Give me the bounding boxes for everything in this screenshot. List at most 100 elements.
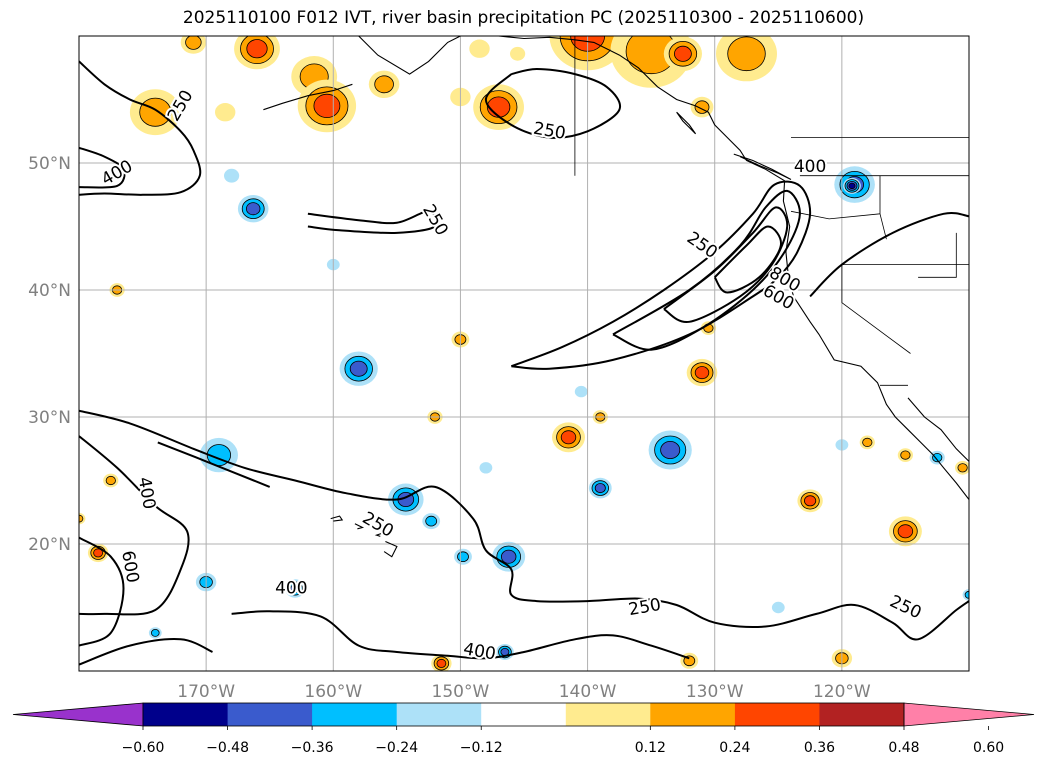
precip-patch: [290, 584, 301, 594]
ivt-contour-800: [713, 225, 782, 294]
precip-patch: [313, 93, 341, 119]
map-background: [79, 36, 969, 671]
colorbar-label: 0.60: [973, 740, 1004, 756]
colorbar-segment: [143, 703, 229, 726]
coastline: [498, 36, 969, 500]
precip-patch: [848, 182, 856, 190]
precip-patch: [215, 103, 236, 122]
lat-tick-label: 50°N: [28, 154, 71, 174]
coastline: [907, 397, 969, 462]
lon-tick-label: 120°W: [813, 682, 871, 702]
ivt-contour-400: [79, 435, 190, 616]
colorbar-label: 0.12: [635, 740, 666, 756]
axis-tick-labels: 170°W 160°W 150°W 140°W 130°W 120°W 20°N 30°N 40…: [28, 154, 871, 702]
precip-patch: [185, 36, 202, 50]
lon-tick-label: 160°W: [304, 682, 362, 702]
colorbar-segment: [565, 703, 651, 726]
ivt-contour-250: [157, 441, 271, 488]
precip-patch: [674, 45, 692, 62]
precip-patch: [349, 360, 368, 377]
border-line: [918, 232, 957, 278]
coastline: [354, 523, 365, 530]
colorbar-segment: [396, 703, 482, 726]
colorbar-label: −0.60: [122, 740, 165, 756]
colorbar-frame: [142, 702, 905, 727]
colorbar-label: 0.48: [888, 740, 919, 756]
precip-patch: [79, 514, 84, 523]
coastline: [733, 153, 792, 180]
precip-patch: [105, 475, 116, 486]
colorbar-label: −0.48: [206, 740, 249, 756]
coastline: [358, 36, 461, 75]
colorbar-segment: [481, 703, 567, 726]
precip-patch: [509, 46, 526, 61]
precip-patch: [900, 450, 911, 460]
precip-patch: [245, 202, 261, 216]
lon-tick-label: 140°W: [559, 682, 617, 702]
precip-patch: [957, 463, 968, 473]
map-title: 2025110100 F012 IVT, river basin precipi…: [182, 8, 865, 28]
gridlines: [79, 36, 969, 671]
ivt-contour-600: [79, 536, 125, 647]
precip-patch: [224, 168, 240, 183]
contour-label: 400: [794, 157, 826, 177]
ivt-contour-400: [231, 610, 690, 660]
precip-patch: [694, 366, 710, 380]
colorbar-extend-low: [12, 702, 144, 727]
lon-tick-label: 170°W: [177, 682, 235, 702]
political-borders: [574, 36, 969, 386]
lat-tick-label: 20°N: [28, 535, 71, 555]
colorbar-segment: [650, 703, 736, 726]
ivt-contour-400: [79, 638, 213, 666]
precip-patch: [246, 39, 268, 59]
colorbar-segment: [227, 703, 313, 726]
precip-patch: [862, 437, 873, 447]
precip-patch: [436, 658, 447, 668]
colorbar-label: 0.36: [804, 740, 835, 756]
coastline: [676, 111, 697, 135]
colorbar-label: −0.12: [460, 740, 503, 756]
precip-patch: [151, 629, 160, 637]
precip-patch: [574, 385, 588, 398]
colorbar-segment: [734, 703, 820, 726]
precip-patch: [479, 462, 493, 474]
contour-label: 400: [275, 578, 307, 598]
precip-patch: [803, 495, 817, 507]
precip-patch: [93, 548, 103, 558]
border-line: [841, 264, 911, 354]
colorbar-label: −0.24: [375, 740, 418, 756]
precip-patch: [897, 524, 914, 539]
precip-patch: [425, 515, 438, 527]
colorbar-extend-high: [903, 702, 1035, 727]
ivt-contour-250: [809, 211, 969, 298]
colorbar-segment: [819, 703, 905, 726]
precip-patch: [560, 430, 577, 445]
precip-patch: [727, 36, 766, 72]
precip-patch: [469, 39, 490, 58]
lon-tick-label: 150°W: [432, 682, 490, 702]
ivt-contour-600: [663, 206, 789, 323]
lon-tick-label: 130°W: [686, 682, 744, 702]
ivt-contour-250: [79, 60, 202, 196]
map-frame: [78, 35, 970, 672]
precip-patch: [660, 440, 681, 459]
colorbar-label: 0.24: [719, 740, 750, 756]
colorbar: −0.60 −0.48 −0.36 −0.24 −0.12 0.12 0.24 0.36 0.4…: [12, 702, 1035, 756]
ivt-contour-250: [307, 210, 439, 235]
coastline: [330, 515, 344, 522]
precip-patch: [374, 75, 394, 94]
ivt-contour-250: [484, 67, 622, 139]
coastline: [374, 532, 385, 537]
lat-tick-label: 40°N: [28, 281, 71, 301]
precip-patch: [486, 96, 511, 118]
ivt-contours: [79, 60, 969, 666]
colorbar-label: −0.36: [291, 740, 334, 756]
precip-patch: [501, 549, 517, 564]
precip-patch: [594, 483, 606, 494]
precip-patch: [932, 452, 943, 463]
coastlines: [263, 36, 969, 558]
precip-patch: [771, 601, 785, 614]
colorbar-segment: [312, 703, 398, 726]
ivt-contour-250: [510, 180, 812, 370]
